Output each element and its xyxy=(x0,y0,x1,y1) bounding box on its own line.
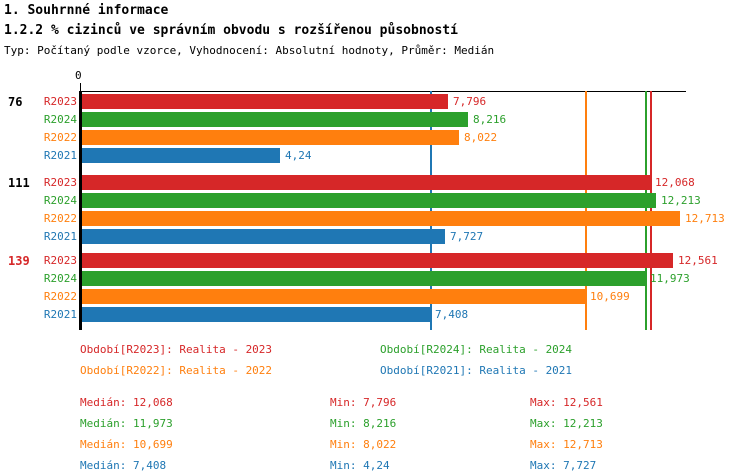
median-line-r2022 xyxy=(585,91,587,330)
bar-r2023 xyxy=(82,94,448,109)
legend-item-r2022: Období[R2022]: Realita - 2022 xyxy=(80,364,273,377)
series-label-r2023: R2023 xyxy=(43,95,77,108)
y-axis-line xyxy=(79,91,82,330)
legend-item-r2024: Období[R2024]: Realita - 2024 xyxy=(380,343,573,356)
group-label: 111 xyxy=(8,176,30,190)
series-label-r2022: R2022 xyxy=(43,290,77,303)
bar-r2024 xyxy=(82,193,656,208)
bar-value-label: 10,699 xyxy=(590,290,630,303)
x-axis-line xyxy=(80,91,686,92)
series-label-r2024: R2024 xyxy=(43,272,77,285)
bar-value-label: 12,213 xyxy=(661,194,701,207)
series-label-r2021: R2021 xyxy=(43,308,77,321)
median-line-r2024 xyxy=(645,91,647,330)
group-label: 139 xyxy=(8,254,30,268)
series-label-r2024: R2024 xyxy=(43,194,77,207)
bar-value-label: 12,713 xyxy=(685,212,725,225)
bar-chart: 0 76 R2023 7,796 R2024 8,216 R2022 8,022 R2021 4… xyxy=(8,69,725,330)
bar-value-label: 12,068 xyxy=(655,176,695,189)
bar-r2021 xyxy=(82,307,430,322)
stat-min-r2024: Min: 8,216 xyxy=(330,417,397,430)
bar-value-label: 4,24 xyxy=(285,149,312,162)
bar-r2022 xyxy=(82,289,585,304)
median-line-r2023 xyxy=(650,91,652,330)
bar-r2023 xyxy=(82,175,650,190)
bar-r2021 xyxy=(82,148,280,163)
stat-median-r2022: Medián: 10,699 xyxy=(80,438,173,451)
bar-r2024 xyxy=(82,271,645,286)
series-label-r2024: R2024 xyxy=(43,113,77,126)
bar-r2024 xyxy=(82,112,468,127)
stat-median-r2023: Medián: 12,068 xyxy=(80,396,173,409)
bar-value-label: 8,216 xyxy=(473,113,507,126)
stat-max-r2021: Max: 7,727 xyxy=(530,459,597,472)
bar-r2022 xyxy=(82,130,459,145)
report-section-title: 1. Souhrnné informace xyxy=(4,3,169,18)
stat-max-r2024: Max: 12,213 xyxy=(530,417,603,430)
bar-r2023 xyxy=(82,253,673,268)
series-label-r2021: R2021 xyxy=(43,149,77,162)
bar-r2021 xyxy=(82,229,445,244)
bar-value-label: 11,973 xyxy=(650,272,690,285)
series-label-r2023: R2023 xyxy=(43,254,77,267)
stat-min-r2021: Min: 4,24 xyxy=(330,459,390,472)
series-label-r2021: R2021 xyxy=(43,230,77,243)
bar-value-label: 8,022 xyxy=(464,131,498,144)
series-label-r2022: R2022 xyxy=(43,212,77,225)
stat-min-r2022: Min: 8,022 xyxy=(330,438,397,451)
group-label: 76 xyxy=(8,95,23,109)
legend-item-r2021: Období[R2021]: Realita - 2021 xyxy=(380,364,573,377)
bar-r2022 xyxy=(82,211,680,226)
stat-median-r2021: Medián: 7,408 xyxy=(80,459,167,472)
stat-max-r2022: Max: 12,713 xyxy=(530,438,603,451)
stat-min-r2023: Min: 7,796 xyxy=(330,396,397,409)
x-axis-zero-label: 0 xyxy=(75,69,82,82)
series-label-r2022: R2022 xyxy=(43,131,77,144)
bar-value-label: 12,561 xyxy=(678,254,718,267)
median-line-r2021 xyxy=(430,91,432,330)
legend-item-r2023: Období[R2023]: Realita - 2023 xyxy=(80,343,273,356)
series-label-r2023: R2023 xyxy=(43,176,77,189)
indicator-title: 1.2.2 % cizinců ve správním obvodu s roz… xyxy=(4,23,458,38)
x-axis-tick xyxy=(80,83,81,91)
bar-value-label: 7,727 xyxy=(450,230,484,243)
bar-value-label: 7,408 xyxy=(435,308,469,321)
indicator-subtitle: Typ: Počítaný podle vzorce, Vyhodnocení:… xyxy=(4,44,495,57)
stat-median-r2024: Medián: 11,973 xyxy=(80,417,173,430)
stat-max-r2023: Max: 12,561 xyxy=(530,396,603,409)
bar-value-label: 7,796 xyxy=(453,95,487,108)
